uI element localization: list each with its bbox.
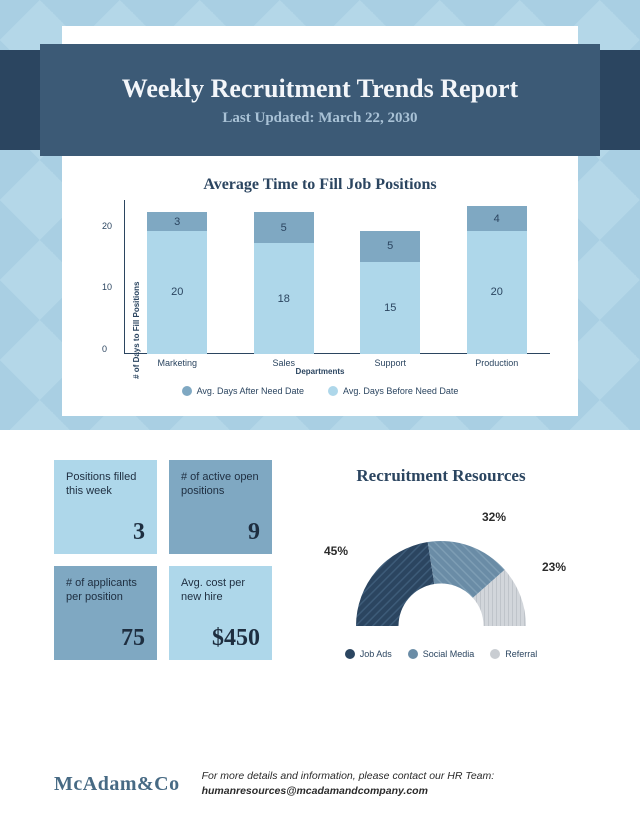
page-title: Weekly Recruitment Trends Report	[40, 74, 600, 104]
logo: McAdam&Co	[54, 773, 180, 796]
y-axis-line	[124, 200, 125, 354]
donut-legend-item: Referral	[490, 649, 537, 659]
stat-value: 9	[248, 519, 260, 546]
stat-value: $450	[212, 625, 260, 652]
bar-after: 5	[254, 212, 314, 243]
y-tick: 0	[102, 344, 107, 354]
legend-label-after: Avg. Days After Need Date	[197, 386, 304, 396]
pct-social: 32%	[482, 510, 506, 524]
bottom-section: Positions filled this week 3 # of active o…	[0, 430, 640, 828]
bar-before: 20	[467, 231, 527, 354]
resources-donut: 45% 32% 23% Job Ads Social Media Referral	[296, 498, 586, 668]
stat-label: # of active open positions	[181, 470, 260, 499]
stat-card: # of applicants per position 75	[54, 566, 157, 660]
chart-title: Average Time to Fill Job Positions	[76, 166, 564, 194]
stat-value: 3	[133, 519, 145, 546]
donut-legend-label: Referral	[505, 649, 537, 659]
pct-referral: 23%	[542, 560, 566, 574]
x-axis-label: Departments	[76, 367, 564, 376]
bar-after: 5	[360, 231, 420, 262]
legend-label-before: Avg. Days Before Need Date	[343, 386, 458, 396]
stat-value: 75	[121, 625, 145, 652]
footer: McAdam&Co For more details and informati…	[54, 769, 586, 801]
donut-segment	[356, 542, 434, 626]
bar-after: 4	[467, 206, 527, 231]
stat-label: Positions filled this week	[66, 470, 145, 499]
footer-line1: For more details and information, please…	[202, 769, 495, 785]
chart-legend: Avg. Days After Need Date Avg. Days Befo…	[76, 386, 564, 396]
legend-swatch-before	[328, 386, 338, 396]
footer-email: humanresources@mcadamandcompany.com	[202, 784, 495, 800]
donut-legend-swatch	[408, 649, 418, 659]
pct-job-ads: 45%	[324, 544, 348, 558]
stat-card: # of active open positions 9	[169, 460, 272, 554]
y-tick: 10	[102, 282, 112, 292]
chart-plot-area: # of Days to Fill Positions 01020203Mark…	[124, 200, 550, 354]
donut-legend-item: Social Media	[408, 649, 475, 659]
header: Weekly Recruitment Trends Report Last Up…	[40, 44, 600, 156]
donut-legend-item: Job Ads	[345, 649, 392, 659]
stat-card: Avg. cost per new hire $450	[169, 566, 272, 660]
legend-item-after: Avg. Days After Need Date	[182, 386, 304, 396]
donut-legend: Job Ads Social Media Referral	[296, 649, 586, 659]
bar-before: 18	[254, 243, 314, 354]
stat-label: # of applicants per position	[66, 576, 145, 605]
footer-text: For more details and information, please…	[202, 769, 495, 801]
y-tick: 20	[102, 221, 112, 231]
donut-legend-label: Job Ads	[360, 649, 392, 659]
donut-legend-swatch	[490, 649, 500, 659]
bar-after: 3	[147, 212, 207, 230]
bar-before: 20	[147, 231, 207, 354]
donut-legend-swatch	[345, 649, 355, 659]
resources-title: Recruitment Resources	[296, 466, 586, 486]
legend-item-before: Avg. Days Before Need Date	[328, 386, 458, 396]
legend-swatch-after	[182, 386, 192, 396]
page-subtitle: Last Updated: March 22, 2030	[40, 110, 600, 127]
bar-before: 15	[360, 262, 420, 354]
y-axis-label: # of Days to Fill Positions	[132, 282, 141, 379]
stat-label: Avg. cost per new hire	[181, 576, 260, 605]
stat-card: Positions filled this week 3	[54, 460, 157, 554]
time-to-fill-chart: Average Time to Fill Job Positions # of …	[76, 166, 564, 406]
stats-grid: Positions filled this week 3 # of active o…	[54, 460, 272, 660]
donut-legend-label: Social Media	[423, 649, 475, 659]
